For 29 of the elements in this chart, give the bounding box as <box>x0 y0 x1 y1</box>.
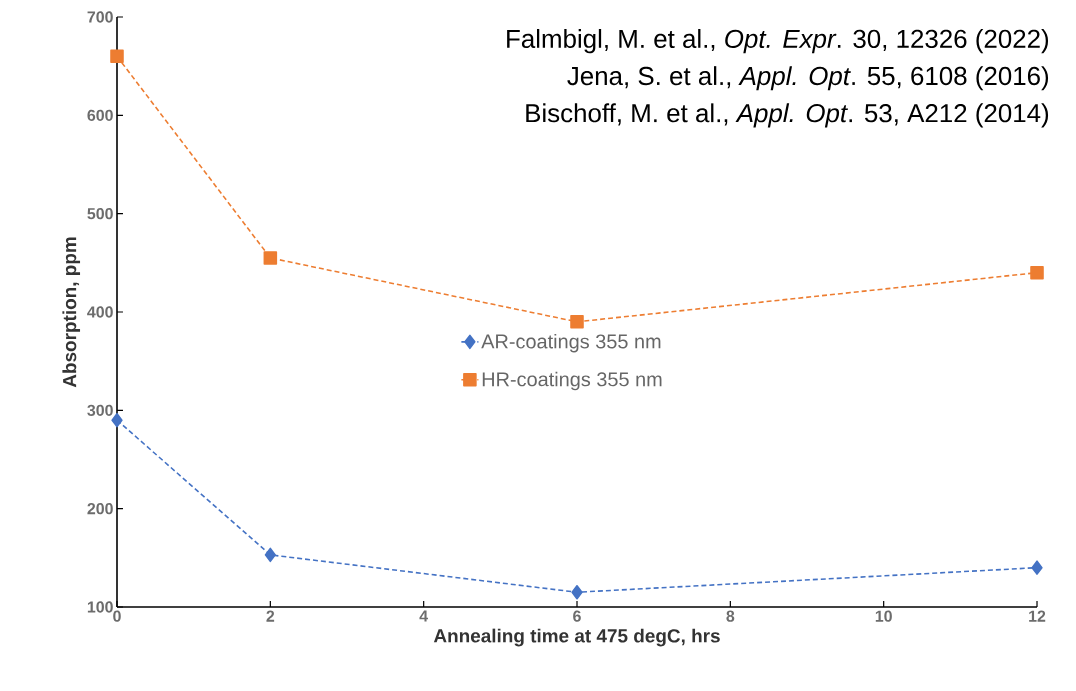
x-tick-label: 2 <box>266 610 275 622</box>
y-tick-label: 500 <box>87 208 113 220</box>
y-tick-label: 100 <box>87 601 113 613</box>
point <box>570 315 584 329</box>
point <box>1031 560 1043 575</box>
x-tick-label: 6 <box>573 610 581 622</box>
y-tick-label: 600 <box>87 109 113 121</box>
x-tick-label: 12 <box>1029 610 1046 622</box>
x-tick-label: 10 <box>875 610 892 622</box>
y-axis-title: Absorption, ppm <box>62 237 81 388</box>
y-tick-label: 300 <box>87 404 113 416</box>
annotation: Jena, S. et al., Appl. Opt. 55, 6108 (2016) <box>567 66 1049 91</box>
point <box>571 584 583 600</box>
x-axis-title: Annealing time at 475 degC, hrs <box>433 628 720 647</box>
annotation: Falmbigl, M. et al., Opt. Expr. 30, 12326 (2022) <box>507 29 1049 54</box>
legend-label: HR-coatings 355 nm <box>482 371 662 391</box>
legend-label: AR-coatings 355 nm <box>481 333 661 353</box>
point <box>1030 265 1044 280</box>
y-tick-label: 400 <box>87 306 113 318</box>
annotation: Bischoff, M. et al., Appl. Opt. 53, A212 (2014) <box>526 103 1049 128</box>
point <box>264 547 276 563</box>
y-tick-label: 700 <box>87 11 113 23</box>
point <box>111 412 123 428</box>
point <box>110 49 124 64</box>
y-tick-label: 200 <box>87 503 113 515</box>
x-tick-label: 4 <box>419 610 429 622</box>
point <box>263 251 278 265</box>
x-tick-label: 0 <box>113 610 121 622</box>
x-tick-label: 8 <box>726 610 735 622</box>
